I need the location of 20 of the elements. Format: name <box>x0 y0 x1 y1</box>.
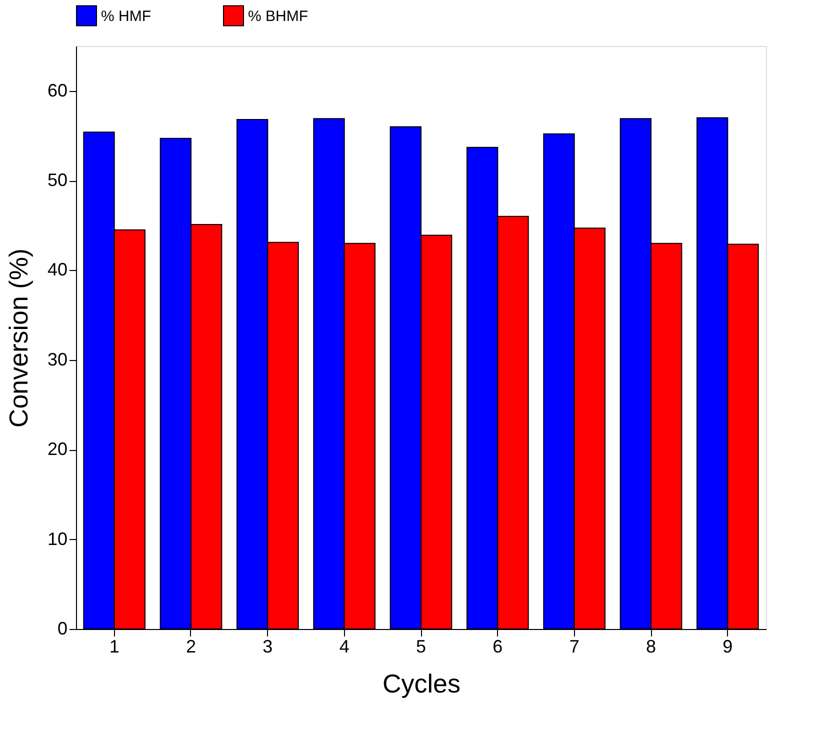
x-tick-label: 8 <box>646 636 656 656</box>
y-tick-label: 40 <box>47 260 68 280</box>
y-tick-label: 50 <box>47 170 68 190</box>
y-axis-title: Conversion (%) <box>3 248 34 428</box>
x-tick-label: 9 <box>722 636 733 656</box>
x-tick-label: 3 <box>262 636 273 656</box>
x-axis-title: Cycles <box>382 668 461 698</box>
x-tick-label: 1 <box>109 636 120 656</box>
legend-label: % HMF <box>101 8 151 25</box>
x-tick-label: 4 <box>339 636 350 656</box>
x-tick-label: 2 <box>186 636 196 656</box>
x-tick-label: 7 <box>569 636 580 656</box>
legend-label: % BHMF <box>248 8 308 25</box>
y-tick-label: 0 <box>57 618 68 638</box>
x-tick-label: 5 <box>416 636 426 656</box>
x-tick-label: 6 <box>492 636 503 656</box>
y-tick-label: 20 <box>47 439 68 460</box>
y-tick-label: 60 <box>47 80 68 100</box>
y-tick-label: 30 <box>47 349 68 370</box>
y-tick-label: 10 <box>47 528 68 549</box>
